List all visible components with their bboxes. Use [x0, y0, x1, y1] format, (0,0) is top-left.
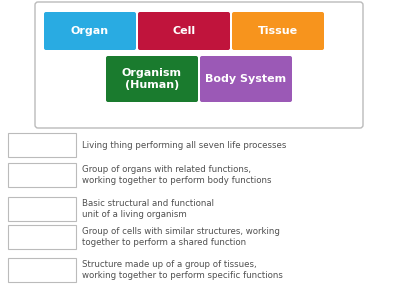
Text: Tissue: Tissue: [258, 26, 298, 36]
FancyBboxPatch shape: [138, 12, 230, 50]
FancyBboxPatch shape: [44, 12, 136, 50]
FancyBboxPatch shape: [8, 225, 76, 249]
FancyBboxPatch shape: [8, 163, 76, 187]
Text: Organ: Organ: [71, 26, 109, 36]
Text: Cell: Cell: [172, 26, 196, 36]
FancyBboxPatch shape: [8, 197, 76, 221]
Text: Structure made up of a group of tissues,
working together to perform specific fu: Structure made up of a group of tissues,…: [82, 260, 283, 280]
FancyBboxPatch shape: [106, 56, 198, 102]
Text: Group of organs with related functions,
working together to perform body functio: Group of organs with related functions, …: [82, 165, 272, 185]
FancyBboxPatch shape: [8, 258, 76, 282]
FancyBboxPatch shape: [200, 56, 292, 102]
Text: Organism
(Human): Organism (Human): [122, 68, 182, 90]
Text: Body System: Body System: [206, 74, 286, 84]
FancyBboxPatch shape: [8, 133, 76, 157]
Text: Group of cells with similar structures, working
together to perform a shared fun: Group of cells with similar structures, …: [82, 227, 280, 247]
FancyBboxPatch shape: [232, 12, 324, 50]
Text: Basic structural and functional
unit of a living organism: Basic structural and functional unit of …: [82, 199, 214, 219]
Text: Living thing performing all seven life processes: Living thing performing all seven life p…: [82, 140, 286, 149]
FancyBboxPatch shape: [35, 2, 363, 128]
